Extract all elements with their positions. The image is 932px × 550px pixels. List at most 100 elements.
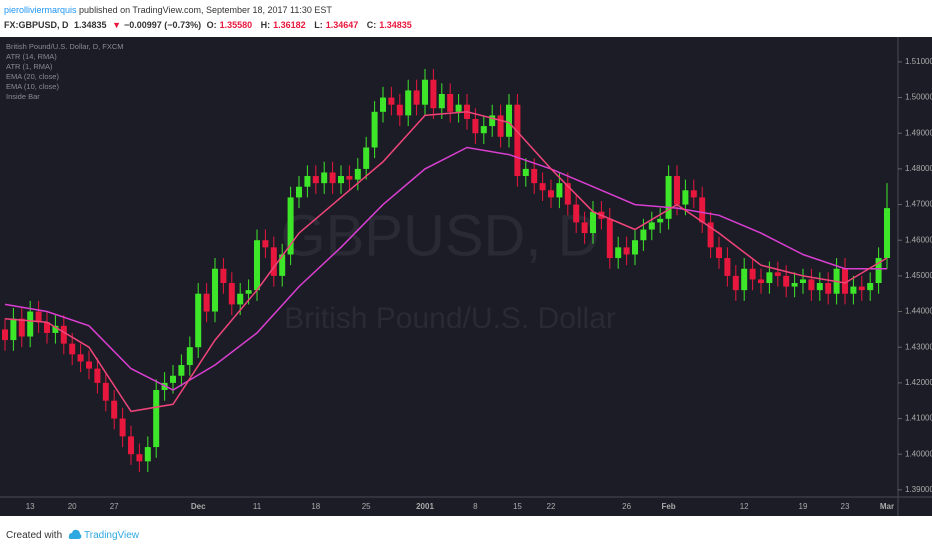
- candle-body: [136, 454, 143, 462]
- candle-body: [732, 275, 739, 291]
- label: L:: [314, 20, 323, 30]
- value: 1.36182: [273, 20, 306, 30]
- candle-body: [850, 286, 857, 294]
- candle-body: [573, 204, 580, 223]
- candle-body: [842, 268, 848, 294]
- candle-body: [237, 293, 244, 305]
- candle-body: [640, 229, 647, 241]
- candle-body: [170, 375, 176, 383]
- candle-body: [648, 222, 655, 230]
- watermark: GBPUSD, D: [280, 203, 599, 268]
- candle-body: [783, 275, 790, 287]
- ema-line: [4, 146, 887, 391]
- candle-body: [674, 176, 680, 205]
- candle-body: [371, 111, 378, 148]
- candle-body: [18, 318, 25, 337]
- x-tick-label: 26: [622, 502, 631, 511]
- candle-body: [480, 126, 487, 134]
- candle-body: [623, 247, 630, 255]
- candle-body: [86, 361, 92, 369]
- y-tick-label: 1.46000: [905, 235, 932, 244]
- candle-body: [203, 293, 210, 312]
- candle-body: [447, 93, 454, 112]
- y-tick-label: 1.44000: [905, 307, 932, 316]
- candle-body: [875, 258, 882, 284]
- candle-body: [186, 347, 193, 366]
- y-tick-label: 1.41000: [905, 414, 932, 423]
- candle-body: [380, 97, 386, 112]
- candle-body: [228, 283, 235, 305]
- x-tick-label: 19: [799, 502, 808, 511]
- candle-body: [724, 258, 731, 276]
- last: 1.34835: [74, 20, 107, 30]
- candle-body: [884, 208, 890, 259]
- candle-body: [144, 447, 151, 462]
- candle-body: [682, 190, 689, 205]
- candle-body: [808, 279, 815, 291]
- y-tick-label: 1.49000: [905, 128, 932, 137]
- candle-body: [195, 293, 202, 348]
- candle-body: [615, 247, 622, 259]
- candle-body: [254, 240, 260, 291]
- candle-body: [178, 365, 185, 376]
- candle-body: [312, 176, 319, 184]
- candle-body: [514, 104, 521, 177]
- candle-body: [363, 147, 370, 169]
- ohlc-c: C: 1.34835: [367, 20, 415, 30]
- y-tick-label: 1.40000: [905, 449, 932, 458]
- candle-body: [548, 190, 554, 198]
- candle-body: [564, 183, 571, 205]
- label: O:: [206, 20, 217, 30]
- candle-body: [321, 172, 328, 184]
- x-tick-label: Feb: [661, 502, 675, 511]
- footer: Created with TradingView: [0, 522, 932, 550]
- publish-line: pierolliviermarquis published on Trading…: [4, 5, 332, 15]
- candle-body: [707, 222, 714, 248]
- x-tick-label: 20: [68, 502, 77, 511]
- y-tick-label: 1.42000: [905, 378, 932, 387]
- value: 1.35580: [219, 20, 253, 30]
- candle-body: [119, 418, 126, 437]
- candle-body: [388, 97, 395, 105]
- candle-body: [354, 168, 361, 180]
- candle-body: [69, 343, 76, 355]
- candle-body: [35, 311, 42, 323]
- candle-body: [405, 90, 412, 116]
- author[interactable]: pierolliviermarquis: [4, 5, 77, 15]
- x-tick-label: 23: [841, 502, 850, 511]
- candle-body: [346, 176, 353, 180]
- candle-body: [506, 104, 512, 137]
- candle-body: [220, 268, 227, 284]
- candle-body: [44, 322, 50, 333]
- candle-body: [422, 79, 428, 105]
- x-tick-label: 22: [547, 502, 556, 511]
- candle-body: [741, 268, 748, 291]
- candle-body: [774, 272, 781, 276]
- candle-body: [296, 186, 302, 198]
- candle-body: [758, 279, 764, 284]
- change: −0.00997 (−0.73%): [124, 20, 202, 30]
- candle-body: [413, 90, 420, 105]
- candle-body: [329, 172, 336, 184]
- candle-body: [497, 115, 504, 137]
- logo: [68, 529, 82, 539]
- brand[interactable]: TradingView: [84, 530, 140, 541]
- candle-body: [262, 240, 269, 248]
- candle-body: [2, 329, 8, 341]
- legend-entry: ATR (1, RMA): [6, 62, 53, 71]
- y-tick-label: 1.47000: [905, 200, 932, 209]
- candle-body: [338, 176, 344, 184]
- candle-body: [52, 325, 59, 333]
- candle-body: [10, 318, 17, 341]
- x-tick-label: 25: [362, 502, 371, 511]
- candle-body: [94, 368, 101, 383]
- candle-body: [522, 168, 529, 177]
- y-tick-label: 1.45000: [905, 271, 932, 280]
- candle-body: [102, 382, 109, 401]
- header: pierolliviermarquis published on Trading…: [0, 0, 932, 37]
- candle-body: [270, 247, 277, 276]
- ohlc-h: H: 1.36182: [261, 20, 309, 30]
- candle-body: [287, 197, 294, 255]
- candle-body: [60, 325, 67, 344]
- published: published on TradingView.com, September …: [79, 5, 332, 15]
